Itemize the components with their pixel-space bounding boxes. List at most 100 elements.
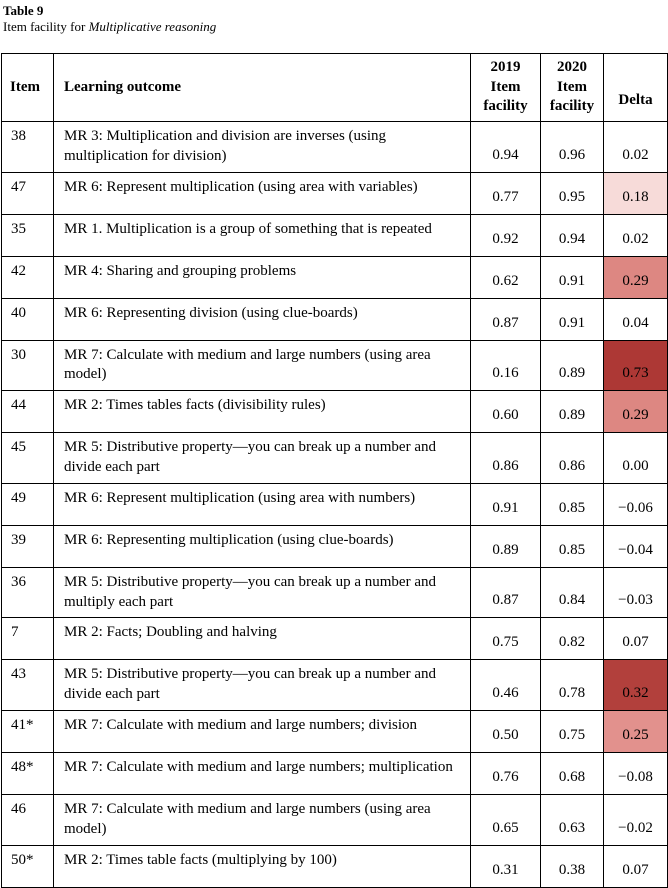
facility-2019-cell: 0.75 — [470, 617, 541, 661]
delta-cell: 0.25 — [603, 709, 668, 753]
outcome-cell: MR 5: Distributive property—you can brea… — [53, 566, 471, 619]
facility-2020-cell: 0.75 — [540, 709, 604, 753]
outcome-cell: MR 2: Facts; Doubling and halving — [53, 617, 471, 661]
item-cell: 36 — [1, 566, 54, 619]
table-row: 43 MR 5: Distributive property—you can b… — [1, 659, 668, 711]
facility-2019-cell: 0.31 — [470, 844, 541, 888]
outcome-cell: MR 7: Calculate with medium and large nu… — [53, 793, 471, 846]
header-2019-item-facility: 2019 Item facility — [470, 53, 541, 122]
table-row: 50* MR 2: Times table facts (multiplying… — [1, 844, 668, 888]
outcome-cell: MR 7: Calculate with medium and large nu… — [53, 709, 471, 753]
header-item: Item — [1, 53, 54, 122]
table-row: 41* MR 7: Calculate with medium and larg… — [1, 709, 668, 753]
facility-2020-cell: 0.91 — [540, 255, 604, 299]
item-cell: 30 — [1, 339, 54, 392]
item-cell: 7 — [1, 617, 54, 661]
header-2020-item-facility: 2020 Item facility — [540, 53, 604, 122]
table-row: 38 MR 3: Multiplication and division are… — [1, 121, 668, 173]
facility-2020-cell: 0.82 — [540, 617, 604, 661]
delta-cell: 0.07 — [603, 844, 668, 888]
facility-2020-cell: 0.96 — [540, 121, 604, 173]
facility-2019-cell: 0.65 — [470, 793, 541, 846]
outcome-cell: MR 4: Sharing and grouping problems — [53, 255, 471, 299]
header-row: Item Learning outcome 2019 Item facility… — [1, 53, 668, 122]
item-cell: 42 — [1, 255, 54, 299]
facility-2020-cell: 0.78 — [540, 659, 604, 711]
table-row: 45 MR 5: Distributive property—you can b… — [1, 432, 668, 484]
delta-cell: −0.03 — [603, 566, 668, 619]
delta-cell: 0.00 — [603, 432, 668, 484]
header-delta: Delta — [603, 53, 668, 122]
table-caption: Item facility for Multiplicative reasoni… — [1, 19, 668, 35]
facility-2020-cell: 0.84 — [540, 566, 604, 619]
table-row: 48* MR 7: Calculate with medium and larg… — [1, 751, 668, 795]
delta-cell: 0.29 — [603, 255, 668, 299]
outcome-cell: MR 2: Times tables facts (divisibility r… — [53, 390, 471, 434]
delta-cell: 0.32 — [603, 659, 668, 711]
delta-cell: −0.02 — [603, 793, 668, 846]
outcome-cell: MR 1. Multiplication is a group of somet… — [53, 213, 471, 257]
facility-2019-cell: 0.77 — [470, 171, 541, 215]
facility-2020-cell: 0.38 — [540, 844, 604, 888]
caption-text: Item facility for — [3, 19, 89, 34]
facility-2020-cell: 0.95 — [540, 171, 604, 215]
table-row: 39 MR 6: Representing multiplication (us… — [1, 524, 668, 568]
facility-2020-cell: 0.89 — [540, 339, 604, 392]
facility-2020-cell: 0.91 — [540, 297, 604, 341]
outcome-cell: MR 6: Represent multiplication (using ar… — [53, 171, 471, 215]
facility-2020-cell: 0.89 — [540, 390, 604, 434]
outcome-cell: MR 6: Representing multiplication (using… — [53, 524, 471, 568]
facility-2019-cell: 0.46 — [470, 659, 541, 711]
delta-cell: 0.29 — [603, 390, 668, 434]
facility-2020-cell: 0.68 — [540, 751, 604, 795]
table-body: 38 MR 3: Multiplication and division are… — [1, 121, 668, 888]
delta-cell: 0.04 — [603, 297, 668, 341]
facility-2019-cell: 0.92 — [470, 213, 541, 257]
item-cell: 35 — [1, 213, 54, 257]
outcome-cell: MR 3: Multiplication and division are in… — [53, 121, 471, 173]
facility-2020-cell: 0.85 — [540, 524, 604, 568]
table-row: 35 MR 1. Multiplication is a group of so… — [1, 213, 668, 257]
item-cell: 48* — [1, 751, 54, 795]
table-row: 44 MR 2: Times tables facts (divisibilit… — [1, 390, 668, 434]
item-cell: 46 — [1, 793, 54, 846]
facility-2019-cell: 0.87 — [470, 297, 541, 341]
delta-cell: −0.06 — [603, 482, 668, 526]
facility-2019-cell: 0.76 — [470, 751, 541, 795]
facility-2019-cell: 0.50 — [470, 709, 541, 753]
item-cell: 49 — [1, 482, 54, 526]
facility-2019-cell: 0.94 — [470, 121, 541, 173]
outcome-cell: MR 6: Representing division (using clue-… — [53, 297, 471, 341]
delta-cell: 0.07 — [603, 617, 668, 661]
header-learning-outcome: Learning outcome — [53, 53, 471, 122]
table-row: 30 MR 7: Calculate with medium and large… — [1, 339, 668, 392]
table-label: Table 9 — [3, 3, 44, 18]
delta-cell: 0.73 — [603, 339, 668, 392]
facility-2019-cell: 0.87 — [470, 566, 541, 619]
item-cell: 45 — [1, 432, 54, 484]
delta-cell: −0.08 — [603, 751, 668, 795]
facility-2020-cell: 0.85 — [540, 482, 604, 526]
outcome-cell: MR 6: Represent multiplication (using ar… — [53, 482, 471, 526]
item-cell: 39 — [1, 524, 54, 568]
facility-2020-cell: 0.63 — [540, 793, 604, 846]
facility-2019-cell: 0.62 — [470, 255, 541, 299]
facility-2019-cell: 0.91 — [470, 482, 541, 526]
item-cell: 47 — [1, 171, 54, 215]
table-row: 47 MR 6: Represent multiplication (using… — [1, 171, 668, 215]
item-cell: 44 — [1, 390, 54, 434]
outcome-cell: MR 7: Calculate with medium and large nu… — [53, 339, 471, 392]
facility-2019-cell: 0.60 — [470, 390, 541, 434]
outcome-cell: MR 5: Distributive property—you can brea… — [53, 659, 471, 711]
item-cell: 50* — [1, 844, 54, 888]
facility-2019-cell: 0.16 — [470, 339, 541, 392]
delta-cell: 0.02 — [603, 213, 668, 257]
item-cell: 43 — [1, 659, 54, 711]
delta-cell: 0.18 — [603, 171, 668, 215]
delta-cell: −0.04 — [603, 524, 668, 568]
table-row: 49 MR 6: Represent multiplication (using… — [1, 482, 668, 526]
table-row: 7 MR 2: Facts; Doubling and halving 0.75… — [1, 617, 668, 661]
table-row: 46 MR 7: Calculate with medium and large… — [1, 793, 668, 846]
facility-2019-cell: 0.86 — [470, 432, 541, 484]
